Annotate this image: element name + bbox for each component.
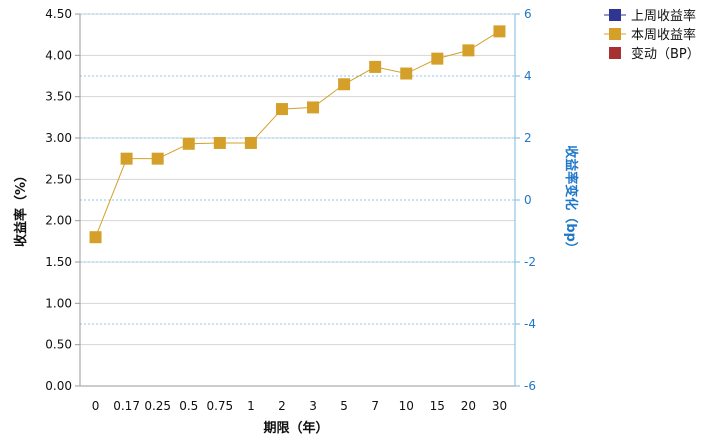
x-tick-label: 0.75 bbox=[206, 399, 233, 413]
left-axis-ticks: 0.00 0.50 1.00 1.50 2.00 2.50 3.00 3.50 4.00 4.50 bbox=[45, 7, 80, 393]
x-axis-ticks: 0 0.17 0.25 0.5 0.75 1 2 3 5 7 10 15 20 30 bbox=[92, 399, 507, 413]
x-tick-label: 15 bbox=[430, 399, 445, 413]
data-point bbox=[120, 152, 133, 165]
legend-label: 本周收益率 bbox=[631, 27, 696, 43]
data-point bbox=[369, 60, 382, 73]
x-tick-label: 1 bbox=[247, 399, 255, 413]
x-tick-label: 5 bbox=[340, 399, 348, 413]
data-point bbox=[213, 136, 226, 149]
x-tick-label: 2 bbox=[278, 399, 286, 413]
data-point bbox=[244, 136, 257, 149]
x-axis-title: 期限（年） bbox=[263, 420, 328, 436]
y2-axis-title: 收益率变化（bp） bbox=[563, 145, 579, 255]
left-tick-label: 0.00 bbox=[45, 379, 72, 393]
data-point bbox=[338, 78, 351, 91]
legend-swatch bbox=[609, 47, 621, 59]
left-tick-label: 3.50 bbox=[45, 90, 72, 104]
data-point bbox=[431, 52, 444, 65]
left-tick-label: 2.00 bbox=[45, 214, 72, 228]
right-tick-label: 4 bbox=[524, 69, 532, 83]
legend-label: 上周收益率 bbox=[631, 8, 696, 24]
x-tick-label: 30 bbox=[492, 399, 507, 413]
x-tick-label: 10 bbox=[399, 399, 414, 413]
data-point bbox=[462, 44, 475, 57]
data-point bbox=[151, 152, 164, 165]
right-tick-label: -6 bbox=[524, 379, 536, 393]
data-point bbox=[307, 101, 320, 114]
left-tick-label: 1.00 bbox=[45, 296, 72, 310]
data-point bbox=[182, 137, 195, 150]
left-tick-label: 4.50 bbox=[45, 7, 72, 21]
x-tick-label: 3 bbox=[309, 399, 317, 413]
series-layer bbox=[89, 25, 506, 244]
legend-swatch bbox=[609, 9, 621, 21]
data-point bbox=[275, 103, 288, 116]
right-tick-label: 2 bbox=[524, 131, 532, 145]
x-tick-label: 0 bbox=[92, 399, 100, 413]
left-tick-label: 2.50 bbox=[45, 172, 72, 186]
left-tick-label: 3.00 bbox=[45, 131, 72, 145]
data-point bbox=[493, 25, 506, 38]
left-tick-label: 4.00 bbox=[45, 48, 72, 62]
right-axis-ticks: -6 -4 -2 0 2 4 6 bbox=[515, 7, 536, 393]
x-tick-label: 0.17 bbox=[113, 399, 140, 413]
left-tick-label: 1.50 bbox=[45, 255, 72, 269]
y-axis-title: 收益率（%） bbox=[13, 169, 29, 247]
right-tick-label: -4 bbox=[524, 317, 536, 331]
data-point bbox=[89, 231, 102, 244]
legend-label: 变动（BP） bbox=[631, 46, 700, 62]
x-tick-label: 0.25 bbox=[144, 399, 171, 413]
right-tick-label: 0 bbox=[524, 193, 532, 207]
x-tick-label: 0.5 bbox=[179, 399, 198, 413]
x-tick-label: 20 bbox=[461, 399, 476, 413]
right-tick-label: 6 bbox=[524, 7, 532, 21]
left-tick-label: 0.50 bbox=[45, 338, 72, 352]
x-tick-label: 7 bbox=[371, 399, 379, 413]
data-point bbox=[400, 67, 413, 80]
legend-swatch bbox=[609, 28, 621, 40]
grid-lines bbox=[80, 13, 515, 387]
right-tick-label: -2 bbox=[524, 255, 536, 269]
